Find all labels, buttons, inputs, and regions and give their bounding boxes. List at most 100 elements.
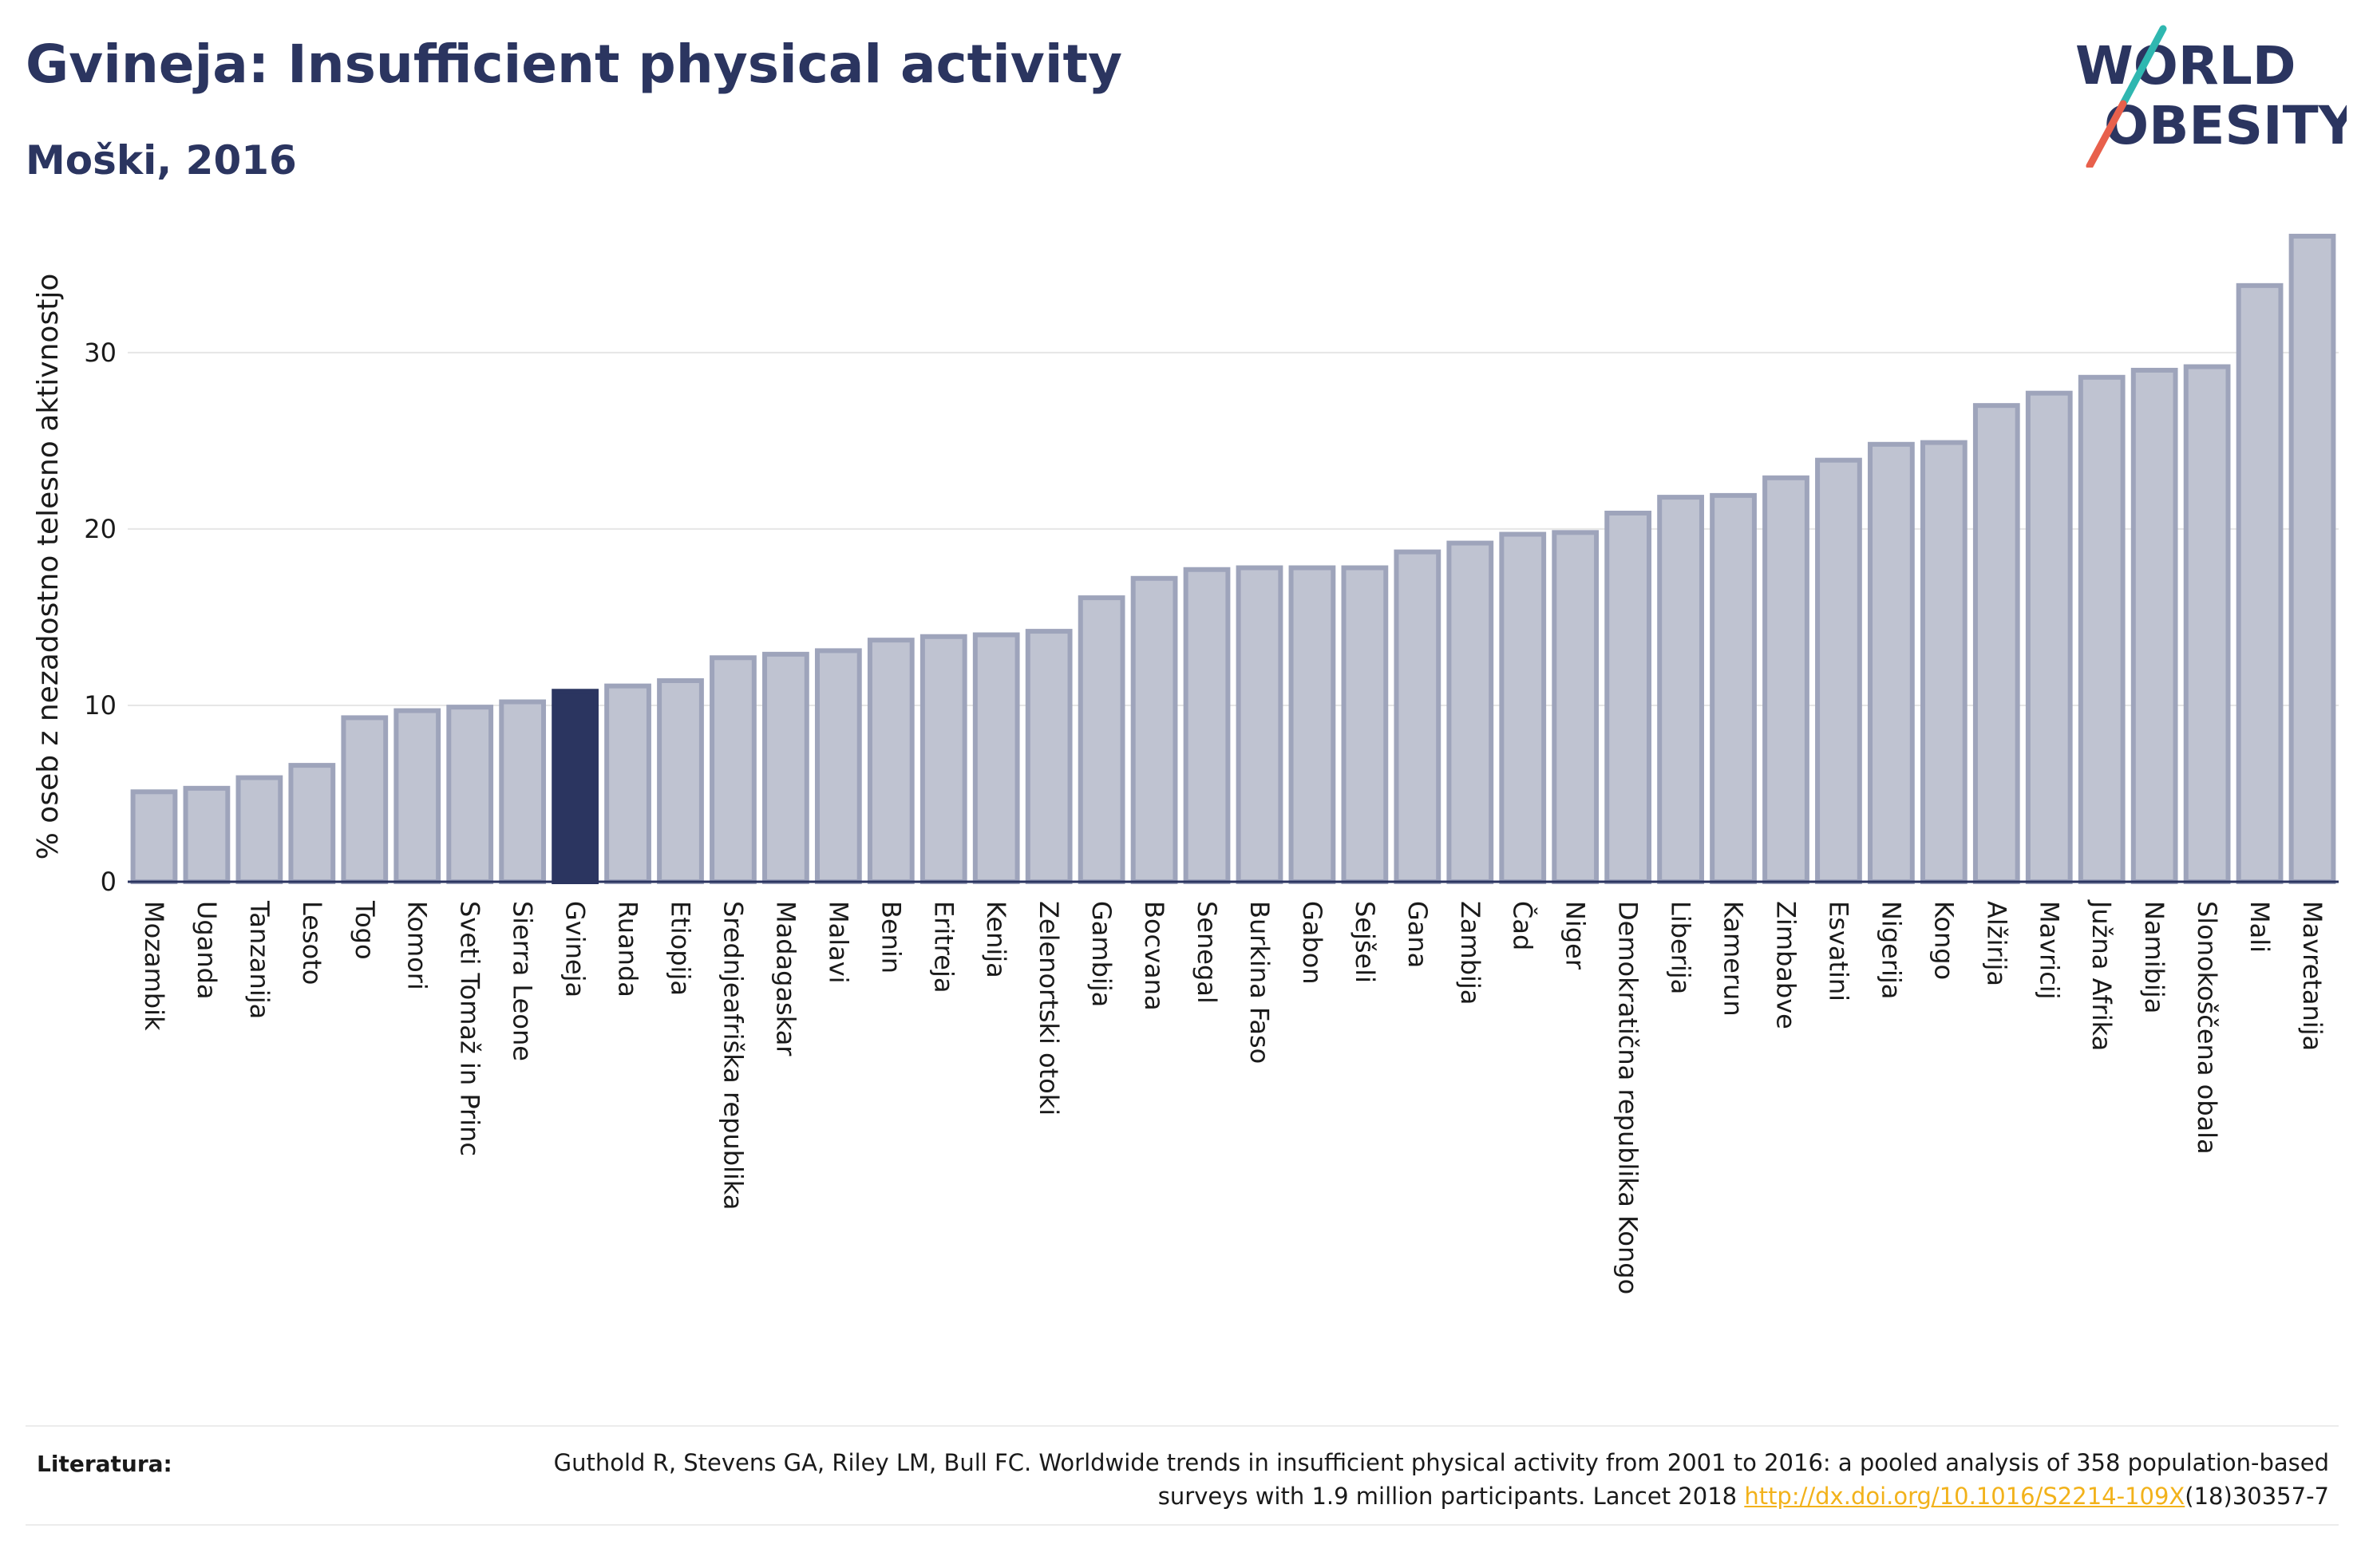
- bar[interactable]: [1236, 565, 1283, 884]
- bar-chart: 0 10 20 30 Mozambik Uganda Tanzanija Lesoto Tog…: [32, 233, 2339, 1294]
- x-category-label: Sveti Tomaž in Princ: [455, 901, 485, 1156]
- x-category-label: Benin: [876, 901, 906, 974]
- bar-highlighted[interactable]: [552, 689, 599, 885]
- y-tick-label: 10: [84, 690, 117, 721]
- x-category-label: Tanzanija: [244, 900, 275, 1019]
- x-category-label: Niger: [1560, 901, 1591, 970]
- bar[interactable]: [1288, 565, 1336, 884]
- x-category-label: Liberija: [1666, 901, 1696, 994]
- logo-slash-teal: [2119, 25, 2167, 108]
- reference-text: Guthold R, Stevens GA, Riley LM, Bull FC…: [493, 1446, 2329, 1513]
- bar[interactable]: [1868, 441, 1915, 884]
- bar[interactable]: [446, 705, 494, 884]
- bar[interactable]: [1920, 440, 1968, 884]
- bar[interactable]: [1552, 530, 1600, 884]
- x-category-label: Gana: [1402, 901, 1433, 968]
- bar[interactable]: [1972, 403, 2020, 884]
- bar[interactable]: [1394, 549, 1442, 884]
- x-category-label: Burkina Faso: [1244, 901, 1275, 1064]
- x-category-label: Čad: [1508, 901, 1539, 950]
- bar[interactable]: [814, 648, 862, 885]
- y-tick-label: 20: [84, 514, 117, 544]
- bar[interactable]: [341, 715, 389, 885]
- bar[interactable]: [1762, 475, 1809, 885]
- bar[interactable]: [604, 683, 651, 885]
- bar[interactable]: [1183, 567, 1231, 884]
- bar[interactable]: [130, 789, 178, 885]
- bar[interactable]: [710, 655, 757, 885]
- y-axis-title: % oseb z nezadostno telesno aktivnostjo: [32, 274, 65, 860]
- bar[interactable]: [2078, 374, 2126, 884]
- x-category-label: Lesoto: [297, 901, 327, 985]
- x-category-label: Komori: [402, 901, 433, 990]
- x-category-label: Zimbabve: [1771, 901, 1801, 1029]
- chart-subtitle: Moški, 2016: [26, 137, 297, 184]
- x-category-label: Alžirija: [1981, 901, 2011, 986]
- bar[interactable]: [657, 678, 704, 884]
- x-category-label: Slonokoščena obala: [2192, 901, 2222, 1155]
- bar[interactable]: [1657, 495, 1704, 885]
- bar[interactable]: [2025, 390, 2073, 884]
- x-category-label: Mali: [2244, 901, 2275, 953]
- chart-title: Gvineja: Insufficient physical activity: [26, 34, 1123, 95]
- world-obesity-logo: WORLD OBESITY: [2075, 25, 2347, 168]
- reference-citation: Guthold R, Stevens GA, Riley LM, Bull FC…: [553, 1449, 2329, 1510]
- x-category-label: Južna Afrika: [2086, 899, 2117, 1051]
- x-category-label: Mavricij: [2034, 901, 2064, 1000]
- x-category-label: Togo: [350, 900, 380, 960]
- axes: 0 10 20 30: [84, 338, 2339, 897]
- x-category-label: Etiopija: [666, 901, 696, 996]
- bar[interactable]: [1815, 457, 1862, 884]
- x-category-label: Kamerun: [1718, 901, 1749, 1017]
- x-category-label: Mavretanija: [2297, 901, 2327, 1051]
- x-category-label: Zambija: [1455, 901, 1485, 1005]
- x-category-label: Gabon: [1297, 901, 1327, 985]
- bar[interactable]: [183, 785, 231, 884]
- footer-divider-top: [26, 1425, 2339, 1427]
- bar[interactable]: [1130, 575, 1178, 885]
- bar[interactable]: [1341, 565, 1389, 884]
- bar[interactable]: [1604, 511, 1652, 884]
- x-category-label: Kenija: [981, 901, 1011, 978]
- bar[interactable]: [2288, 233, 2336, 884]
- logo-slash-coral: [2086, 100, 2127, 168]
- x-category-label: Demokratična republika Kongo: [1613, 901, 1643, 1294]
- x-category-label: Sejšeli: [1350, 901, 1380, 983]
- bar[interactable]: [1446, 540, 1494, 884]
- x-category-label: Bocvana: [1139, 901, 1169, 1011]
- bar[interactable]: [2236, 282, 2284, 884]
- x-category-label: Esvatini: [1823, 901, 1853, 1001]
- x-category-label: Eritreja: [928, 901, 959, 993]
- footer-divider-bottom: [26, 1524, 2339, 1526]
- bar[interactable]: [762, 651, 809, 884]
- bar[interactable]: [1710, 492, 1757, 884]
- x-category-label: Kongo: [1928, 901, 1959, 980]
- bar[interactable]: [499, 699, 547, 884]
- grid-lines: [128, 351, 2339, 706]
- bar[interactable]: [1025, 629, 1073, 885]
- x-category-label: Zelenortski otoki: [1034, 901, 1064, 1116]
- x-category-label: Uganda: [192, 901, 222, 1000]
- bar[interactable]: [288, 763, 336, 885]
- bar[interactable]: [2183, 364, 2231, 884]
- reference-doi-link[interactable]: http://dx.doi.org/10.1016/S2214-109X: [1744, 1483, 2185, 1510]
- bar[interactable]: [972, 632, 1020, 884]
- x-category-label: Nigerija: [1876, 901, 1906, 999]
- bar[interactable]: [1499, 531, 1547, 884]
- x-category-label: Gvineja: [560, 901, 591, 997]
- bars: [130, 233, 2336, 885]
- x-category-label: Madagaskar: [770, 901, 801, 1057]
- bar[interactable]: [1078, 595, 1125, 885]
- category-labels: Mozambik Uganda Tanzanija Lesoto Togo Komori S…: [139, 899, 2327, 1294]
- reference-suffix: (18)30357-7: [2185, 1483, 2329, 1510]
- y-tick-label: 0: [101, 867, 117, 897]
- bar[interactable]: [919, 634, 967, 884]
- logo-line2: OBESITY: [2104, 95, 2347, 156]
- bar[interactable]: [394, 708, 441, 884]
- x-category-label: Senegal: [1192, 901, 1222, 1004]
- x-category-label: Ruanda: [613, 901, 643, 997]
- bar[interactable]: [867, 638, 915, 884]
- bar[interactable]: [235, 775, 283, 884]
- x-category-label: Gambija: [1086, 901, 1117, 1007]
- bar[interactable]: [2130, 367, 2178, 884]
